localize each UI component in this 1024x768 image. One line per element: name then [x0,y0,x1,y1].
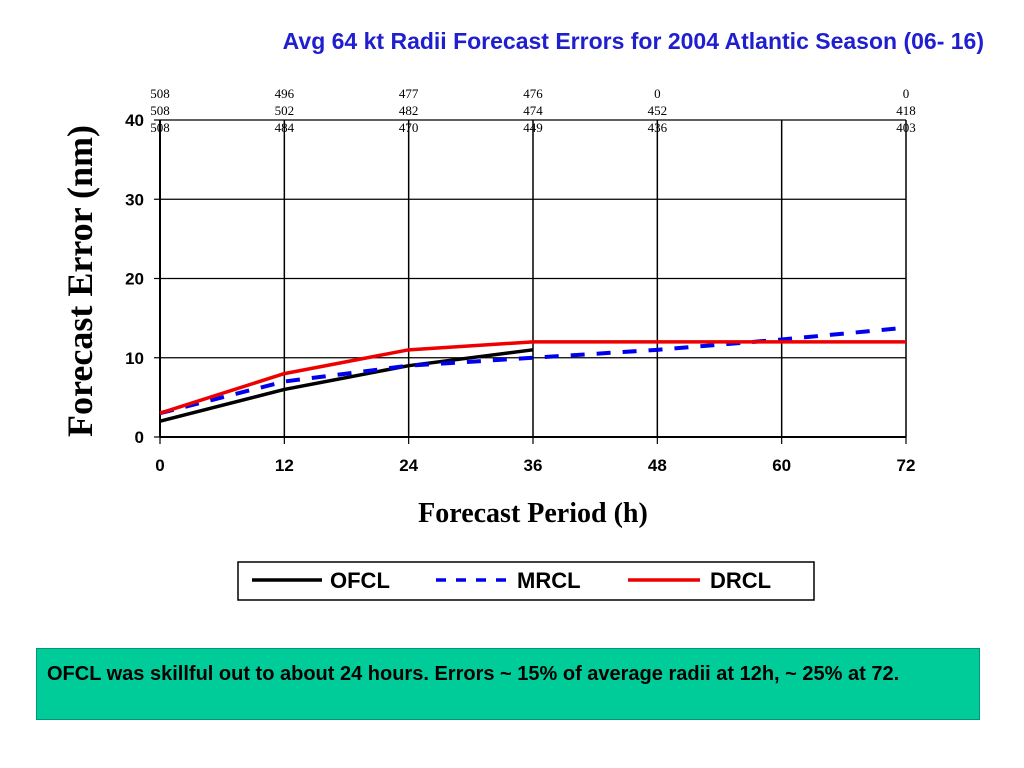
case-count: 484 [275,120,295,135]
series-line-drcl [159,340,906,415]
case-count: 452 [648,103,668,118]
case-count: 474 [523,103,543,118]
y-axis-title: Forecast Error (nm) [60,125,100,437]
legend-label-ofcl: OFCL [330,568,390,593]
case-count: 508 [150,103,170,118]
ticks-layer: 0 10 20 30 40 0 12 24 36 48 60 72 [125,111,915,475]
case-count: 418 [896,103,916,118]
case-counts-layer: 508 496 477 476 0 0 508 502 482 474 452 418 508 484 47… [150,86,916,135]
note-box: OFCL was skillful out to about 24 hours.… [36,648,980,720]
case-count: 0 [654,86,661,101]
case-count: 0 [903,86,910,101]
case-count: 470 [399,120,419,135]
case-count: 482 [399,103,419,118]
legend-box [237,561,815,601]
case-count: 477 [399,86,419,101]
case-count: 449 [523,120,543,135]
case-count: 496 [275,86,295,101]
series-layer [159,325,907,423]
x-tick-label: 48 [648,456,667,475]
case-count: 508 [150,120,170,135]
x-tick-label: 60 [772,456,791,475]
legend-label-drcl: DRCL [710,568,771,593]
slide-title: Avg 64 kt Radii Forecast Errors for 2004… [282,28,984,54]
grid-layer [159,119,907,438]
note-text: OFCL was skillful out to about 24 hours.… [47,663,900,685]
x-tick-label: 24 [399,456,418,475]
case-count: 502 [275,103,295,118]
case-count: 403 [896,120,916,135]
case-count: 436 [648,120,668,135]
x-axis-title: Forecast Period (h) [418,498,648,529]
case-count: 476 [523,86,543,101]
y-tick-label: 20 [125,270,144,289]
y-tick-label: 40 [125,111,144,130]
y-tick-label: 10 [125,349,144,368]
x-tick-label: 36 [524,456,543,475]
y-tick-label: 0 [135,428,144,447]
x-tick-label: 0 [155,456,164,475]
x-tick-label: 72 [897,456,916,475]
case-count: 508 [150,86,170,101]
series-line-ofcl [159,348,534,423]
series-line-mrcl [159,325,907,416]
y-tick-label: 30 [125,190,144,209]
legend-label-mrcl: MRCL [517,568,581,593]
chart-legend: OFCL MRCL DRCL [237,561,815,601]
x-tick-label: 12 [275,456,294,475]
